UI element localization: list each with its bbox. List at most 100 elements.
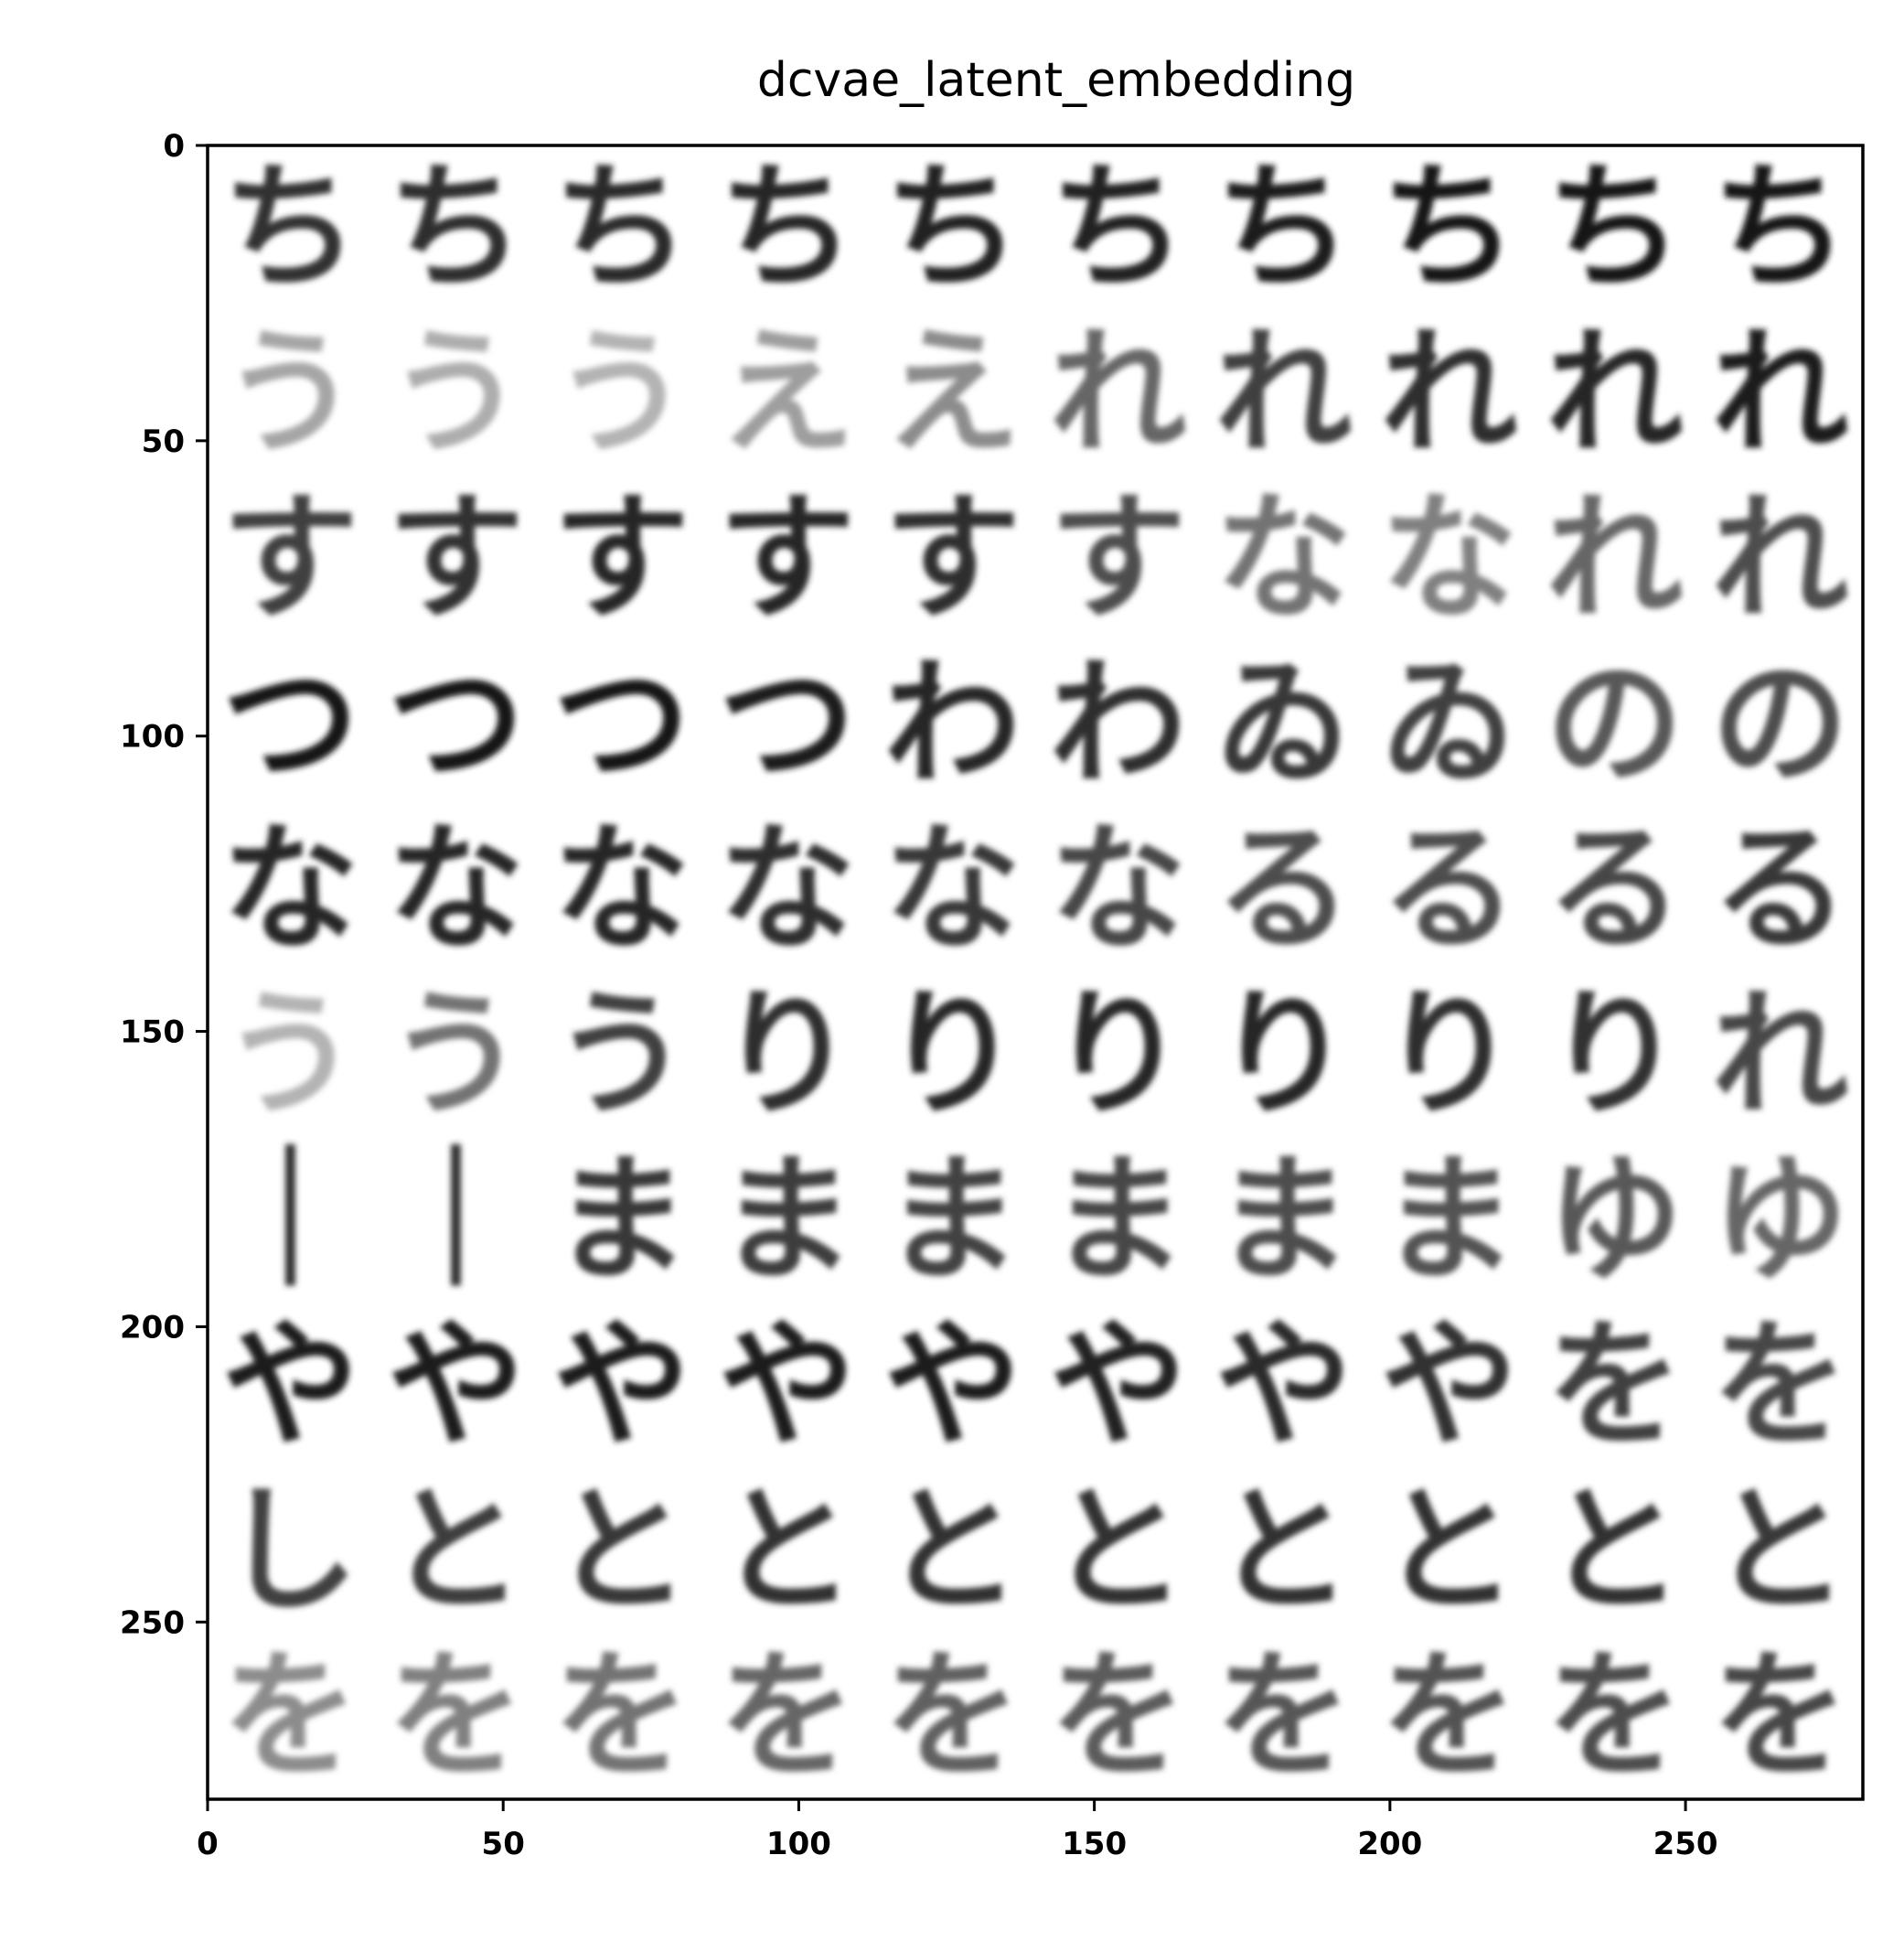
generated-glyph-tile: や [883,1306,1021,1465]
generated-glyph-tile: と [1380,1472,1517,1631]
generated-glyph-tile: れ [1380,314,1517,473]
generated-glyph-tile: り [1380,975,1517,1134]
generated-glyph-tile: す [387,479,524,638]
generated-glyph-tile: と [1546,1472,1683,1631]
generated-glyph-tile: な [883,810,1021,970]
generated-glyph-tile: る [1711,810,1848,970]
generated-glyph-tile: ち [1049,148,1186,307]
generated-glyph-tile: ｜ [221,1141,358,1300]
generated-glyph-tile: す [221,479,358,638]
y-tick-label: 250 [120,1604,185,1641]
generated-glyph-tile: ま [1214,1141,1352,1300]
y-tick-label: 100 [120,719,185,756]
generated-glyph-tile: な [387,810,524,970]
generated-glyph-tile: と [883,1472,1021,1631]
generated-glyph-tile: や [1049,1306,1186,1465]
generated-glyph-tile: を [1546,1306,1683,1465]
generated-glyph-tile: を [221,1637,358,1796]
generated-glyph-tile: と [1049,1472,1186,1631]
generated-glyph-tile: ま [1049,1141,1186,1300]
generated-glyph-tile: な [1380,479,1517,638]
generated-glyph-tile: ち [1214,148,1352,307]
generated-glyph-tile: ま [718,1141,855,1300]
generated-glyph-tile: る [1214,810,1352,970]
x-axis: 0 50 100 150 200 250 [197,1799,1718,1862]
generated-glyph-tile: す [1049,479,1186,638]
x-tick-label: 0 [197,1826,219,1862]
generated-glyph-tile: や [1380,1306,1517,1465]
generated-glyph-tile: を [1711,1637,1848,1796]
generated-glyph-tile: ゐ [1380,645,1517,804]
x-tick-label: 50 [482,1826,525,1862]
generated-glyph-tile: ま [552,1141,690,1300]
generated-glyph-tile: や [552,1306,690,1465]
x-tick-label: 100 [766,1826,831,1862]
y-axis: 0 50 100 150 200 250 [120,128,208,1641]
generated-glyph-tile: う [221,314,358,473]
generated-glyph-tile: や [221,1306,358,1465]
generated-glyph-tile: つ [552,645,690,804]
generated-glyph-tile: の [1711,645,1848,804]
generated-glyph-tile: と [552,1472,690,1631]
plot-frame [206,144,1865,1801]
generated-glyph-tile: う [387,975,524,1134]
generated-glyph-tile: う [552,314,690,473]
generated-glyph-tile: ち [883,148,1021,307]
generated-glyph-tile: と [387,1472,524,1631]
generated-glyph-tile: り [1214,975,1352,1134]
latent-image-grid: ちちちちちちちちちちうううええれれれれれすすすすすすななれれつつつつわわゐゐのの… [221,148,1848,1796]
generated-glyph-tile: を [1214,1637,1352,1796]
generated-glyph-tile: ち [1380,148,1517,307]
y-tick-label: 150 [120,1014,185,1051]
y-tick-label: 200 [120,1309,185,1346]
generated-glyph-tile: ち [387,148,524,307]
generated-glyph-tile: を [1049,1637,1186,1796]
generated-glyph-tile: れ [1546,479,1683,638]
generated-glyph-tile: を [1546,1637,1683,1796]
generated-glyph-tile: を [1711,1306,1848,1465]
generated-glyph-tile: を [387,1637,524,1796]
generated-glyph-tile: と [1214,1472,1352,1631]
generated-glyph-tile: り [883,975,1021,1134]
generated-glyph-tile: な [221,810,358,970]
generated-glyph-tile: る [1546,810,1683,970]
generated-glyph-tile: り [718,975,855,1134]
generated-glyph-tile: な [1214,479,1352,638]
generated-glyph-tile: つ [387,645,524,804]
generated-glyph-tile: ｜ [387,1141,524,1300]
generated-glyph-tile: な [1049,810,1186,970]
generated-glyph-tile: ま [1380,1141,1517,1300]
generated-glyph-tile: れ [1214,314,1352,473]
generated-glyph-tile: と [1711,1472,1848,1631]
generated-glyph-tile: や [1214,1306,1352,1465]
generated-glyph-tile: を [1380,1637,1517,1796]
generated-glyph-tile: え [718,314,855,473]
chart-title: dcvae_latent_embedding [757,53,1355,108]
generated-glyph-tile: ま [883,1141,1021,1300]
y-tick-label: 0 [163,128,185,165]
y-tick-label: 50 [142,424,185,460]
generated-glyph-tile: わ [1049,645,1186,804]
generated-glyph-tile: す [883,479,1021,638]
generated-glyph-tile: を [883,1637,1021,1796]
generated-glyph-tile: ち [221,148,358,307]
generated-glyph-tile: つ [718,645,855,804]
generated-glyph-tile: ゐ [1214,645,1352,804]
generated-glyph-tile: れ [1711,975,1848,1134]
generated-glyph-tile: や [387,1306,524,1465]
generated-glyph-tile: ち [718,148,855,307]
generated-glyph-tile: な [718,810,855,970]
generated-glyph-tile: を [718,1637,855,1796]
generated-glyph-tile: れ [1711,314,1848,473]
generated-glyph-tile: す [718,479,855,638]
generated-glyph-tile: ゆ [1711,1141,1848,1300]
generated-glyph-tile: れ [1711,479,1848,638]
x-tick-label: 150 [1062,1826,1127,1862]
x-tick-label: 200 [1357,1826,1422,1862]
generated-glyph-tile: な [552,810,690,970]
generated-glyph-tile: う [387,314,524,473]
generated-glyph-tile: り [1049,975,1186,1134]
generated-glyph-tile: し [221,1472,358,1631]
generated-glyph-tile: つ [221,645,358,804]
